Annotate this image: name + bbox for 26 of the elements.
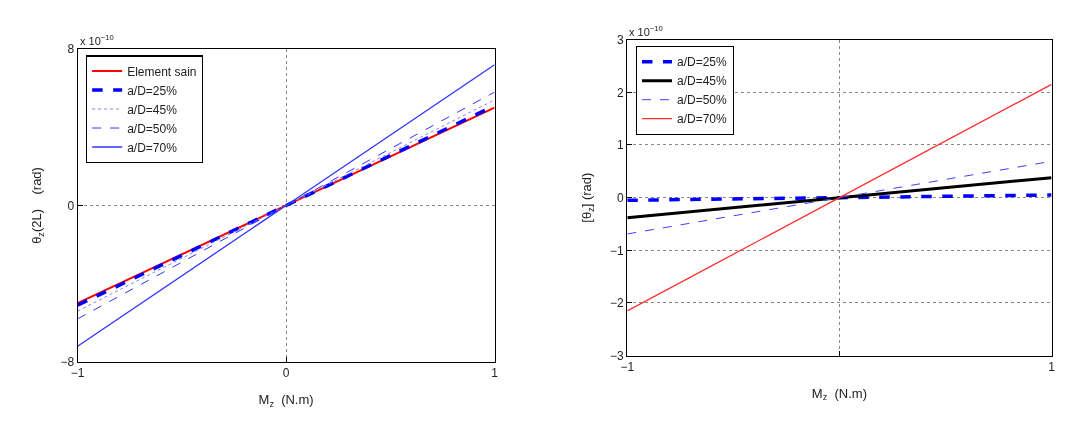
legend-label: a/D=45% [127,102,178,117]
y-tick-label: 8 [67,42,75,57]
legend-label: a/D=70% [127,140,178,155]
y-tick-label: −2 [610,296,625,311]
text: x 10$^{−10}$ [629,24,663,38]
y-tick-label: 1 [617,138,625,153]
legend-label: a/D=25% [676,55,727,70]
y-tick-label: 0 [67,198,75,213]
legend-label: a/D=45% [676,74,727,89]
x-tick-label: 1 [1048,360,1056,375]
x-axis-title: M$_{z}$ (N.m) [811,385,867,403]
legend-label: a/D=50% [676,93,727,108]
legend-label: a/D=70% [676,112,727,127]
y-tick-label: 2 [617,85,625,100]
x-tick-label: 0 [282,366,290,381]
text: x 10$^{−10}$ [80,33,114,47]
y-tick-label: −8 [60,355,75,370]
x-axis-title: M$_{z}$ (N.m) [258,391,314,409]
y-tick-label: −3 [610,348,625,363]
legend-label: Element sain [127,64,197,79]
y-tick-label: 0 [617,190,625,205]
legend-label: a/D=50% [127,121,178,136]
y-tick-label: −1 [610,243,625,258]
legend-label: a/D=25% [127,83,178,98]
x-tick-label: 1 [491,366,499,381]
y-tick-label: 3 [617,32,625,47]
